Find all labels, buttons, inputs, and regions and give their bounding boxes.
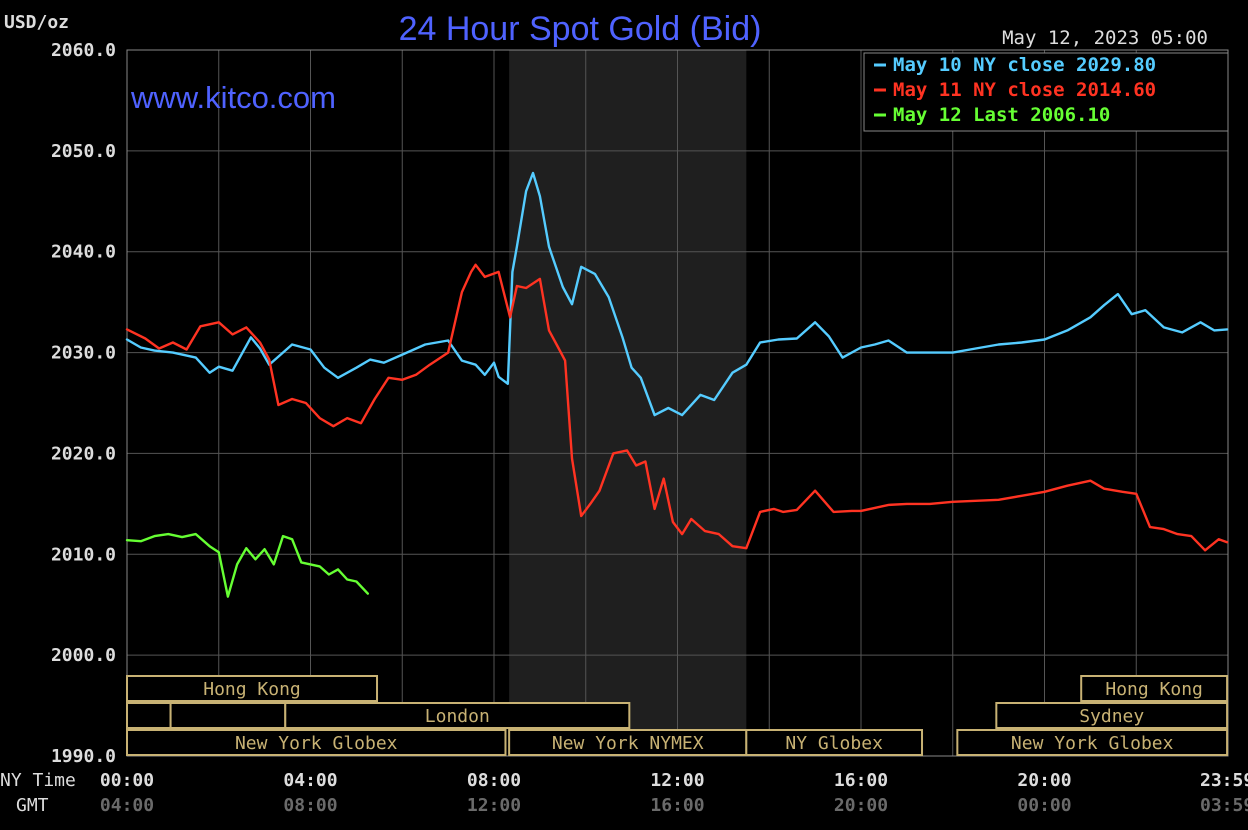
y-tick-label: 2010.0	[51, 544, 116, 565]
nymex-session-shade	[509, 50, 747, 756]
x-tick-label-ny: 04:00	[283, 770, 337, 791]
y-tick-label: 2000.0	[51, 645, 116, 666]
kitco-watermark: www.kitco.com	[130, 80, 336, 115]
session-bar	[956, 729, 1229, 756]
y-tick-label: 2050.0	[51, 141, 116, 162]
session-bar	[745, 729, 924, 756]
ny-time-row-label: NY Time	[0, 770, 76, 791]
x-tick-label-gmt: 16:00	[650, 795, 704, 816]
session-bar	[126, 702, 172, 729]
session-label: London	[425, 706, 490, 727]
x-tick-label-ny: 00:00	[100, 770, 154, 791]
y-tick-label: 2040.0	[51, 242, 116, 263]
session-label: Sydney	[1079, 706, 1144, 727]
legend-entry: May 10 NY close 2029.80	[893, 54, 1156, 76]
x-tick-label-gmt: 08:00	[283, 795, 337, 816]
legend-box	[863, 52, 1229, 132]
y-tick-label: 2060.0	[51, 40, 116, 61]
session-bars: Hong Kong Hong Kong London Sydney New York G…	[126, 675, 1229, 756]
x-tick-label-ny: 12:00	[650, 770, 704, 791]
x-tick-label-gmt: 00:00	[1017, 795, 1071, 816]
x-tick-label-ny: 16:00	[834, 770, 888, 791]
x-tick-label-ny: 08:00	[467, 770, 521, 791]
session-label: New York Globex	[235, 733, 398, 754]
y-tick-label: 1990.0	[51, 746, 116, 767]
series-line-2	[125, 263, 1229, 552]
series-lines	[125, 171, 1229, 598]
session-bar	[169, 702, 287, 729]
y-tick-labels: 2060.0 2050.0 2040.0 2030.0 2020.0 2010.0 2000…	[51, 40, 116, 767]
chart-timestamp: May 12, 2023 05:00	[1002, 27, 1208, 49]
session-label: New York NYMEX	[552, 733, 704, 754]
chart-legend: May 10 NY close 2029.80 May 11 NY close 2…	[863, 52, 1229, 132]
session-bar	[126, 675, 379, 702]
x-tick-label-ny: 23:59	[1200, 770, 1248, 791]
x-tick-label-gmt: 04:00	[100, 795, 154, 816]
session-bar	[126, 729, 507, 756]
legend-entry: May 12 Last 2006.10	[893, 104, 1110, 126]
session-label: New York Globex	[1011, 733, 1174, 754]
y-tick-label: 2030.0	[51, 343, 116, 364]
gmt-row-label: GMT	[16, 795, 49, 816]
session-bar	[284, 702, 631, 729]
x-tick-label-gmt: 12:00	[467, 795, 521, 816]
legend-entry: May 11 NY close 2014.60	[893, 79, 1156, 101]
series-line-1	[125, 171, 1229, 417]
y-tick-label: 2020.0	[51, 443, 116, 464]
series-line-3	[125, 532, 369, 598]
session-bar	[995, 702, 1229, 729]
session-label: Hong Kong	[1105, 679, 1203, 700]
y-axis-unit-label: USD/oz	[4, 12, 69, 33]
session-bar	[1080, 675, 1229, 702]
x-tick-label-ny: 20:00	[1017, 770, 1071, 791]
session-label: NY Globex	[785, 733, 883, 754]
session-label: Hong Kong	[203, 679, 301, 700]
x-tick-label-gmt: 03:59	[1200, 795, 1248, 816]
chart-title: 24 Hour Spot Gold (Bid)	[399, 10, 762, 48]
x-tick-labels: 00:00 04:00 04:00 08:00 08:00 12:00 12:00 16:00…	[100, 770, 1248, 816]
x-tick-label-gmt: 20:00	[834, 795, 888, 816]
